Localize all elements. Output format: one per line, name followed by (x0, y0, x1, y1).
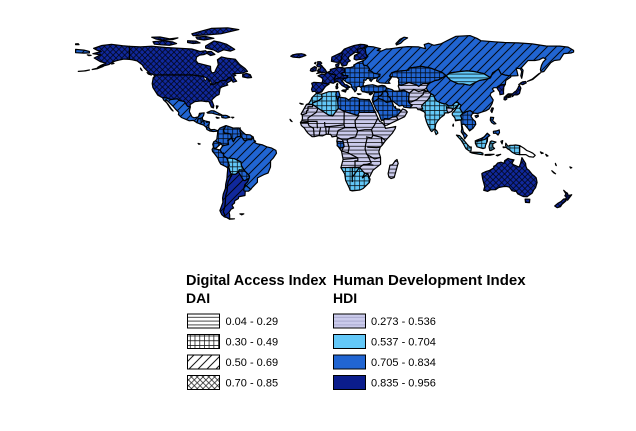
svg-text:Digital Access Index: Digital Access Index (186, 273, 327, 289)
svg-text:DAI: DAI (186, 290, 210, 306)
svg-text:0.30 - 0.49: 0.30 - 0.49 (226, 337, 279, 349)
svg-text:0.70 - 0.85: 0.70 - 0.85 (226, 378, 279, 390)
svg-text:HDI: HDI (333, 290, 357, 306)
svg-text:0.04 - 0.29: 0.04 - 0.29 (226, 316, 279, 328)
svg-text:0.537 - 0.704: 0.537 - 0.704 (371, 337, 436, 349)
svg-text:Human Development Index: Human Development Index (333, 272, 526, 289)
svg-text:0.50 - 0.69: 0.50 - 0.69 (226, 357, 279, 369)
svg-text:0.835 - 0.956: 0.835 - 0.956 (371, 378, 436, 390)
svg-text:0.705 - 0.834: 0.705 - 0.834 (371, 357, 436, 369)
svg-text:0.273 - 0.536: 0.273 - 0.536 (371, 316, 436, 328)
